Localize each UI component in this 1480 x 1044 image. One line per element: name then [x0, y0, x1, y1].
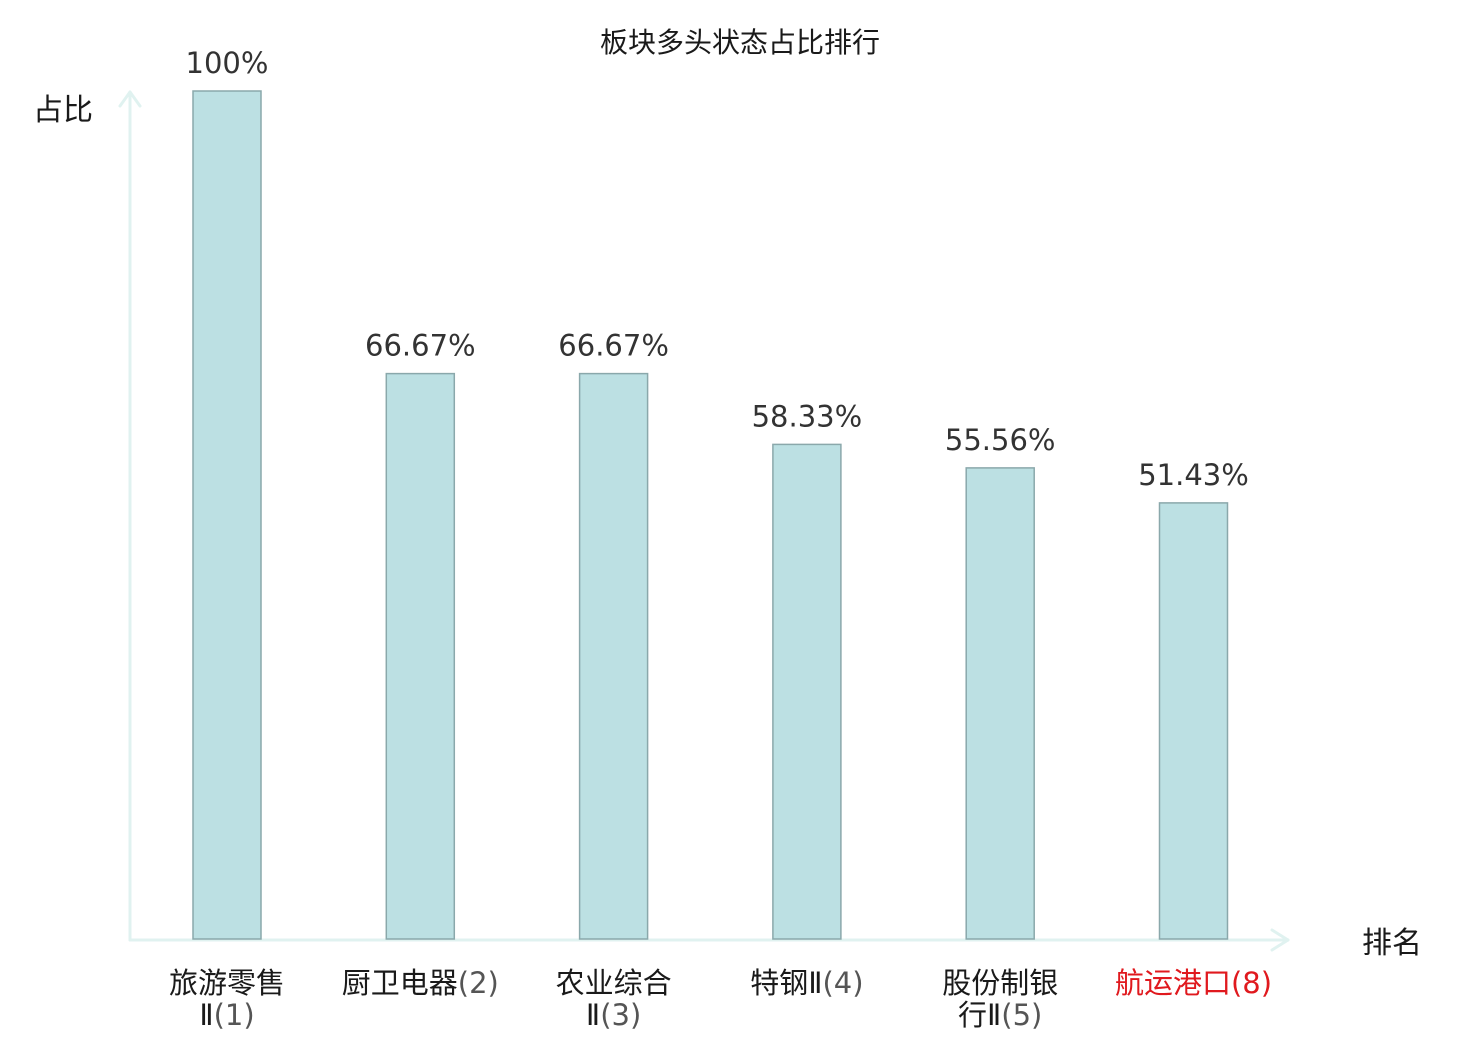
y-axis-label: 占比: [33, 93, 93, 128]
category-label-5: 股份制银行Ⅱ(5): [942, 966, 1058, 1032]
bar-4: [772, 443, 842, 940]
bar-2: [385, 372, 456, 940]
bar-1: [192, 90, 262, 940]
bar-6: [1158, 502, 1229, 940]
value-label-4: 58.33%: [752, 399, 863, 433]
y-axis-arrowhead: [118, 90, 142, 108]
category-label-6: 航运港口(8): [1115, 966, 1272, 1000]
category-label-3: 农业综合 Ⅱ(3): [556, 966, 672, 1032]
value-labels: 100% 66.67% 66.67% 58.33% 55.56% 51.43%: [186, 46, 1249, 492]
value-label-6: 51.43%: [1138, 458, 1249, 492]
category-label-1: 旅游零售 Ⅱ(1): [169, 966, 285, 1032]
value-label-2: 66.67%: [365, 329, 476, 363]
category-label-4: 特钢Ⅱ(4): [750, 966, 863, 1000]
bar-3: [578, 372, 649, 940]
bars: [192, 90, 1229, 940]
category-label-2: 厨卫电器(2): [342, 966, 499, 1000]
bar-5: [965, 467, 1035, 940]
chart-title: 板块多头状态占比排行: [600, 26, 880, 59]
axes: [118, 90, 1290, 952]
x-axis-arrowhead: [1270, 928, 1290, 952]
category-labels: 旅游零售 Ⅱ(1) 厨卫电器(2) 农业综合 Ⅱ(3) 特钢Ⅱ(4) 股份制银行Ⅱ(5) 航运…: [169, 966, 1272, 1032]
value-label-5: 55.56%: [945, 423, 1056, 457]
value-label-1: 100%: [186, 46, 269, 80]
x-axis-label: 排名: [1362, 926, 1422, 961]
value-label-3: 66.67%: [558, 329, 669, 363]
